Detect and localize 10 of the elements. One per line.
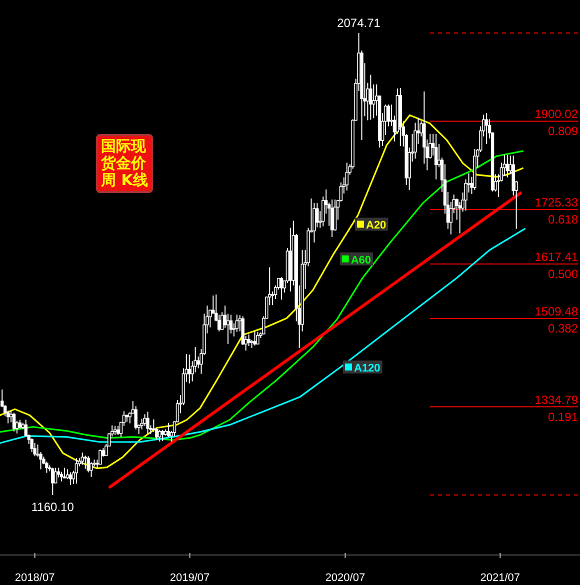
x-tick-label: 2018/07 [14, 572, 55, 584]
title: 国际现货金价周 K线 [96, 134, 153, 193]
legend-label: A60 [350, 254, 371, 266]
x-tick-label: 2021/07 [480, 572, 520, 584]
annotation: 2074.71 [337, 16, 380, 30]
legend-label: A120 [354, 362, 380, 375]
x-tick-label: 2019/07 [170, 572, 210, 584]
legend-label: A20 [366, 220, 386, 232]
annotation: 1160.10 [31, 500, 74, 514]
x-tick-label: 2020/07 [325, 572, 366, 584]
